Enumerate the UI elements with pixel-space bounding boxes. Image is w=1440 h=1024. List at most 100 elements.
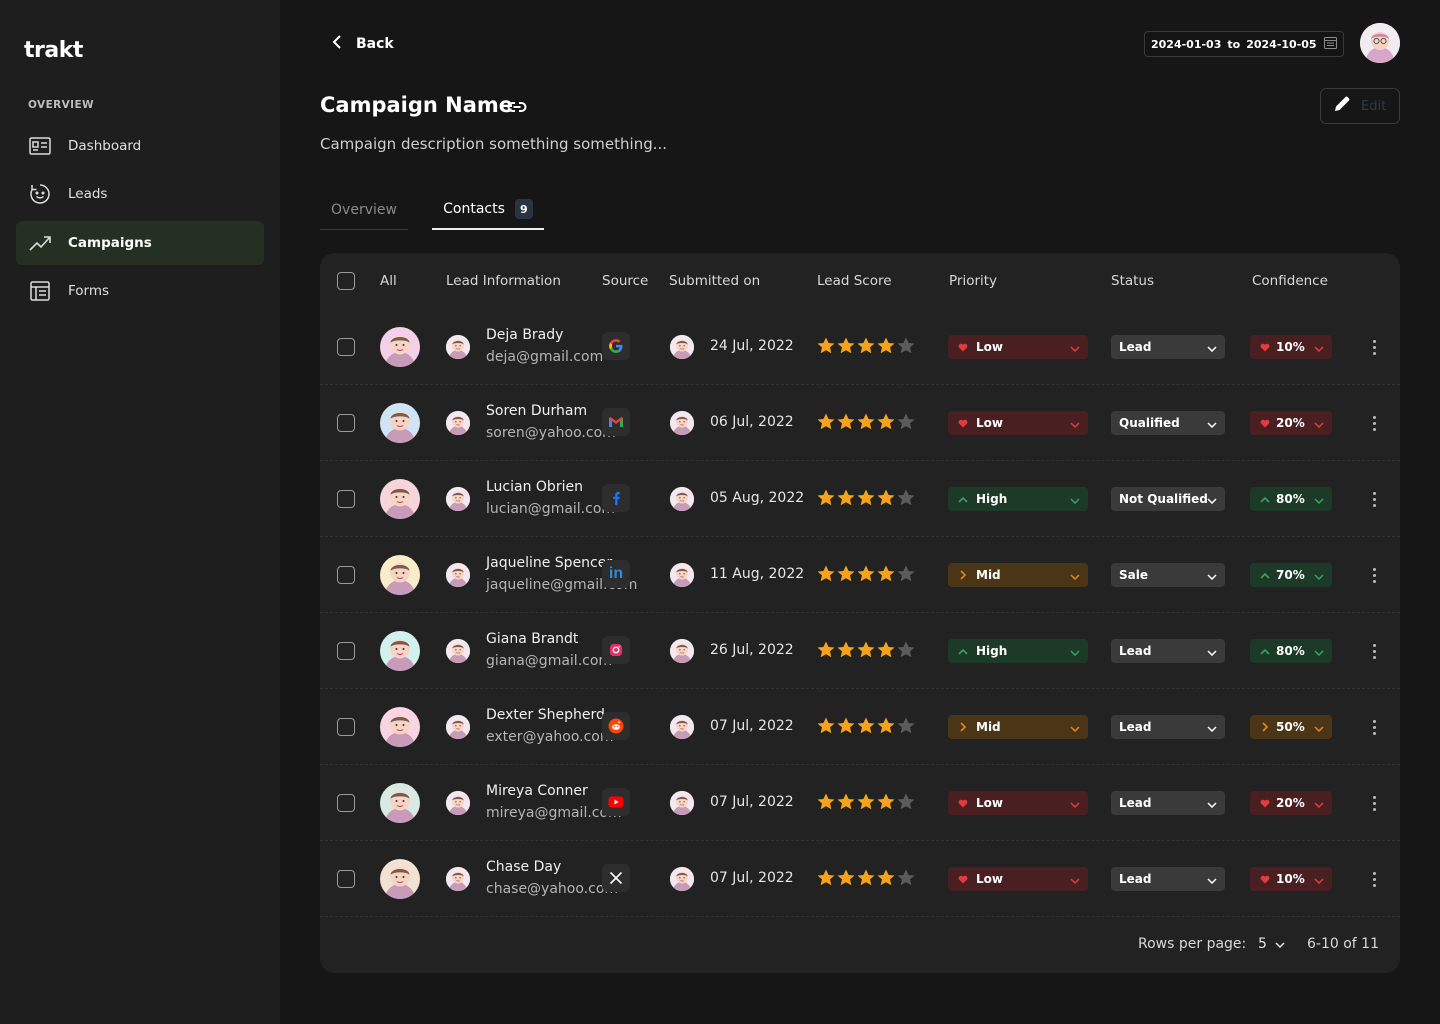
- rows-per-page-select[interactable]: 5: [1258, 936, 1285, 952]
- row-menu-icon[interactable]: [1364, 413, 1384, 433]
- row-menu-icon[interactable]: [1364, 717, 1384, 737]
- linkedin-icon[interactable]: in: [602, 560, 630, 588]
- chevron-down-icon: [1314, 417, 1324, 431]
- select-all-checkbox[interactable]: [337, 272, 355, 290]
- table-row[interactable]: Mireya Conner mireya@gmail.com 07 Jul, 202…: [320, 765, 1400, 841]
- reddit-icon[interactable]: [602, 712, 630, 740]
- row-menu-icon[interactable]: [1364, 869, 1384, 889]
- youtube-icon[interactable]: [602, 788, 630, 816]
- status-select[interactable]: Sale: [1111, 563, 1225, 587]
- status-select[interactable]: Lead: [1111, 715, 1225, 739]
- column-header[interactable]: Lead Information: [446, 273, 561, 289]
- column-header[interactable]: All: [380, 273, 397, 289]
- priority-select[interactable]: Mid: [948, 563, 1088, 587]
- column-header[interactable]: Lead Score: [817, 273, 892, 289]
- link-icon[interactable]: [506, 96, 528, 122]
- lead-score-stars: [817, 793, 915, 810]
- sidebar-item-leads[interactable]: Leads: [16, 172, 264, 216]
- lead-name[interactable]: Lucian Obrien: [486, 479, 583, 495]
- table-row[interactable]: Jaqueline Spencer jaqueline@gmail.com in 11…: [320, 537, 1400, 613]
- google-icon[interactable]: [602, 332, 630, 360]
- date-range-picker[interactable]: 2024-01-03 to 2024-10-05: [1144, 31, 1344, 57]
- lead-name[interactable]: Jaqueline Spencer: [486, 555, 613, 571]
- status-select[interactable]: Lead: [1111, 639, 1225, 663]
- column-header[interactable]: Source: [602, 273, 649, 289]
- lead-name[interactable]: Mireya Conner: [486, 783, 588, 799]
- priority-select[interactable]: High: [948, 639, 1088, 663]
- lead-name[interactable]: Chase Day: [486, 859, 562, 875]
- priority-select[interactable]: Low: [948, 411, 1088, 435]
- row-menu-icon[interactable]: [1364, 337, 1384, 357]
- priority-level-icon: [958, 343, 968, 352]
- sidebar-item-campaigns[interactable]: Campaigns: [16, 221, 264, 265]
- lead-name[interactable]: Soren Durham: [486, 403, 588, 419]
- priority-select[interactable]: Mid: [948, 715, 1088, 739]
- table-row[interactable]: Soren Durham soren@yahoo.com 06 Jul, 2022 L…: [320, 385, 1400, 461]
- column-header[interactable]: Priority: [949, 273, 998, 289]
- gmail-icon[interactable]: [602, 408, 630, 436]
- lead-name[interactable]: Dexter Shepherd: [486, 707, 605, 723]
- priority-select[interactable]: Low: [948, 335, 1088, 359]
- row-checkbox[interactable]: [337, 566, 355, 584]
- user-avatar[interactable]: [1360, 23, 1400, 63]
- contact-avatar: [380, 783, 420, 823]
- row-checkbox[interactable]: [337, 338, 355, 356]
- column-header[interactable]: Confidence: [1252, 273, 1328, 289]
- priority-select[interactable]: High: [948, 487, 1088, 511]
- owner-avatar: [446, 715, 470, 739]
- submitter-avatar: [670, 335, 694, 359]
- confidence-select[interactable]: 10%: [1250, 335, 1332, 359]
- column-header[interactable]: Submitted on: [669, 273, 761, 289]
- sidebar-item-dashboard[interactable]: Dashboard: [16, 124, 264, 168]
- edit-button[interactable]: Edit: [1320, 88, 1400, 124]
- confidence-select[interactable]: 10%: [1250, 867, 1332, 891]
- table-row[interactable]: Giana Brandt giana@gmail.com 26 Jul, 2022 H…: [320, 613, 1400, 689]
- confidence-select[interactable]: 70%: [1250, 563, 1332, 587]
- column-header[interactable]: Status: [1111, 273, 1155, 289]
- instagram-icon[interactable]: [602, 636, 630, 664]
- facebook-icon[interactable]: [602, 484, 630, 512]
- back-button[interactable]: Back: [332, 32, 394, 56]
- row-checkbox[interactable]: [337, 490, 355, 508]
- sidebar-item-label: Campaigns: [68, 235, 152, 251]
- table-row[interactable]: Lucian Obrien lucian@gmail.com 05 Aug, 202…: [320, 461, 1400, 537]
- tab-contacts[interactable]: Contacts 9: [432, 190, 544, 230]
- row-menu-icon[interactable]: [1364, 641, 1384, 661]
- tab-overview[interactable]: Overview: [320, 190, 408, 230]
- row-checkbox[interactable]: [337, 414, 355, 432]
- chevron-down-icon: [1314, 645, 1324, 659]
- submitted-date: 24 Jul, 2022: [710, 338, 794, 354]
- status-select[interactable]: Lead: [1111, 867, 1225, 891]
- status-value: Sale: [1119, 568, 1148, 582]
- submitter-avatar: [670, 867, 694, 891]
- status-select[interactable]: Lead: [1111, 335, 1225, 359]
- lead-name[interactable]: Giana Brandt: [486, 631, 579, 647]
- confidence-level-icon: [1260, 495, 1270, 504]
- table-row[interactable]: Deja Brady deja@gmail.com 24 Jul, 2022 Low L…: [320, 309, 1400, 385]
- row-menu-icon[interactable]: [1364, 793, 1384, 813]
- row-menu-icon[interactable]: [1364, 565, 1384, 585]
- app-logo[interactable]: trakt: [24, 38, 83, 63]
- status-select[interactable]: Lead: [1111, 791, 1225, 815]
- confidence-select[interactable]: 80%: [1250, 639, 1332, 663]
- confidence-select[interactable]: 50%: [1250, 715, 1332, 739]
- priority-select[interactable]: Low: [948, 791, 1088, 815]
- status-select[interactable]: Qualified: [1111, 411, 1225, 435]
- confidence-select[interactable]: 20%: [1250, 411, 1332, 435]
- status-select[interactable]: Not Qualified: [1111, 487, 1225, 511]
- table-row[interactable]: Chase Day chase@yahoo.com 07 Jul, 2022 Low L…: [320, 841, 1400, 917]
- sidebar-item-forms[interactable]: Forms: [16, 269, 264, 313]
- row-checkbox[interactable]: [337, 642, 355, 660]
- confidence-select[interactable]: 20%: [1250, 791, 1332, 815]
- status-value: Lead: [1119, 340, 1152, 354]
- lead-name[interactable]: Deja Brady: [486, 327, 564, 343]
- confidence-select[interactable]: 80%: [1250, 487, 1332, 511]
- row-checkbox[interactable]: [337, 794, 355, 812]
- confidence-value: 20%: [1276, 796, 1305, 810]
- priority-select[interactable]: Low: [948, 867, 1088, 891]
- row-menu-icon[interactable]: [1364, 489, 1384, 509]
- row-checkbox[interactable]: [337, 718, 355, 736]
- row-checkbox[interactable]: [337, 870, 355, 888]
- table-row[interactable]: Dexter Shepherd exter@yahoo.com 07 Jul, 20…: [320, 689, 1400, 765]
- x-icon[interactable]: [602, 864, 630, 892]
